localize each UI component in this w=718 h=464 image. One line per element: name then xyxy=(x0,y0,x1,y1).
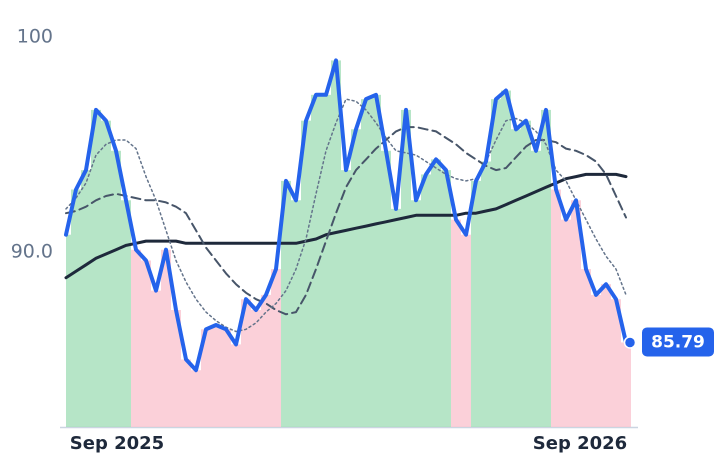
average-line xyxy=(65,98,627,333)
area-column xyxy=(601,284,611,427)
area-column xyxy=(331,60,341,428)
area-column xyxy=(111,150,121,428)
area-column xyxy=(431,159,441,427)
area-column xyxy=(291,200,301,427)
area-column xyxy=(501,90,511,427)
area-column xyxy=(211,325,221,427)
area-column xyxy=(301,120,311,428)
value-badge xyxy=(642,327,714,357)
area-column xyxy=(391,208,401,427)
area-column xyxy=(451,219,461,427)
area-column xyxy=(131,249,141,427)
area-column xyxy=(281,180,291,427)
area-column xyxy=(171,309,181,427)
area-column xyxy=(461,234,471,427)
area-column xyxy=(181,359,191,427)
area-column xyxy=(121,200,131,427)
average-line xyxy=(64,172,628,280)
area-column xyxy=(66,234,71,427)
area-column xyxy=(511,129,521,428)
area-column xyxy=(261,294,271,427)
area-column xyxy=(441,170,451,427)
price-line xyxy=(64,58,628,373)
area-column xyxy=(251,309,261,427)
area-column xyxy=(81,170,91,427)
area-column xyxy=(231,344,241,427)
area-column xyxy=(221,329,231,427)
y-tick-label: 90.0 xyxy=(11,240,53,262)
area-column xyxy=(611,299,621,427)
area-column xyxy=(491,99,501,428)
area-column xyxy=(341,170,351,427)
area-column xyxy=(621,342,631,427)
area-column xyxy=(161,249,171,427)
area-column xyxy=(371,94,381,428)
area-column xyxy=(91,109,101,428)
area-column xyxy=(471,180,481,427)
area-column xyxy=(151,290,161,427)
average-line xyxy=(65,126,627,316)
area-column xyxy=(421,174,431,427)
area-column xyxy=(351,129,361,428)
area-column xyxy=(571,200,581,427)
area-column xyxy=(141,260,151,427)
area-column xyxy=(411,200,421,427)
value-label: 85.79 xyxy=(651,332,705,352)
area-column xyxy=(401,109,411,428)
area-column xyxy=(361,99,371,428)
area-column xyxy=(531,150,541,428)
area-column xyxy=(581,269,591,427)
area-column xyxy=(311,94,321,428)
area-column xyxy=(381,150,391,428)
area-column xyxy=(481,161,491,427)
area-column xyxy=(521,120,531,428)
area-column xyxy=(561,219,571,427)
area-column xyxy=(101,120,111,428)
area-column xyxy=(271,269,281,427)
area-column xyxy=(241,299,251,427)
x-tick-label: Sep 2025 xyxy=(70,433,164,454)
area-column xyxy=(321,94,331,428)
area-column xyxy=(191,370,201,427)
area-column xyxy=(551,189,561,427)
y-tick-label: 100 xyxy=(17,25,53,47)
area-column xyxy=(541,109,551,428)
last-point xyxy=(623,336,637,349)
area-column xyxy=(71,189,81,427)
area-column xyxy=(591,294,601,427)
area-column xyxy=(201,329,211,427)
x-tick-label: Sep 2026 xyxy=(533,433,627,454)
